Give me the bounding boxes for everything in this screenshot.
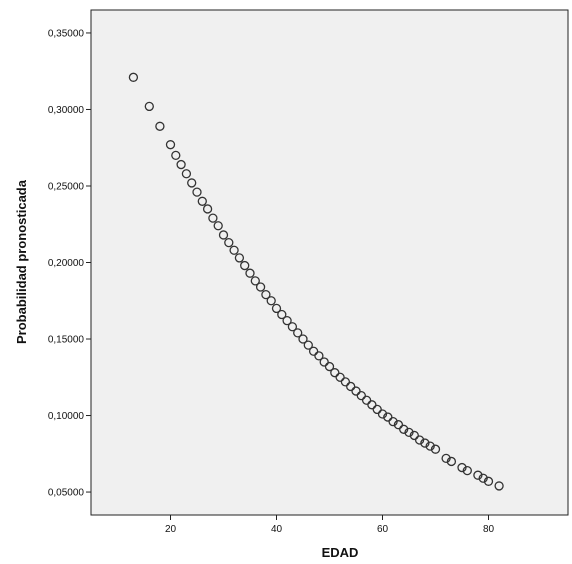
x-tick-label: 80	[483, 524, 495, 535]
data-point	[446, 456, 457, 467]
y-tick-label: 0,35000	[48, 28, 85, 39]
data-point	[303, 340, 313, 350]
data-point	[308, 346, 319, 356]
data-point	[494, 481, 504, 491]
data-point	[282, 316, 292, 326]
data-point	[187, 178, 197, 188]
plot-area	[90, 9, 569, 516]
y-tick-label: 0,10000	[48, 411, 85, 422]
y-axis: 0,05000 0,10000 0,15000 0,20000 0,25000 0,300…	[48, 28, 91, 499]
data-point	[218, 230, 229, 240]
y-tick-label: 0,20000	[48, 258, 85, 269]
data-point	[271, 303, 282, 314]
x-axis-title: EDAD	[322, 545, 359, 560]
data-point	[176, 159, 186, 170]
data-point	[420, 438, 430, 448]
y-tick-label: 0,05000	[48, 488, 85, 499]
data-point	[208, 213, 218, 223]
data-point	[128, 72, 139, 82]
data-point	[319, 357, 329, 367]
data-point	[324, 361, 335, 372]
data-point	[224, 237, 234, 248]
data-point	[356, 390, 366, 401]
data-point	[399, 424, 409, 434]
y-tick-label: 0,25000	[48, 181, 85, 192]
data-point	[213, 221, 223, 231]
data-point	[425, 441, 435, 451]
data-point	[478, 473, 488, 483]
data-point	[361, 395, 372, 405]
data-point	[314, 351, 324, 361]
data-point	[155, 121, 165, 131]
data-point	[229, 245, 239, 255]
data-point	[250, 276, 260, 286]
data-point	[171, 150, 181, 161]
data-point	[240, 260, 250, 271]
data-point	[197, 196, 207, 206]
data-point	[298, 334, 308, 344]
data-point	[377, 409, 388, 419]
data-point	[261, 289, 271, 300]
data-point	[245, 268, 255, 278]
data-point	[393, 420, 404, 430]
data-point	[457, 462, 467, 473]
data-points	[128, 72, 504, 491]
data-point	[340, 377, 351, 387]
y-axis-title: Probabilidad pronosticada	[14, 179, 29, 344]
x-tick-label: 20	[165, 524, 177, 535]
data-point	[287, 322, 298, 332]
data-point	[165, 140, 176, 150]
data-point	[414, 435, 425, 445]
data-point	[266, 296, 276, 306]
data-point	[473, 470, 483, 480]
data-point	[367, 400, 377, 410]
x-tick-label: 60	[377, 524, 389, 535]
data-point	[277, 309, 287, 320]
y-tick-label: 0,30000	[48, 105, 85, 116]
data-point	[335, 372, 345, 382]
data-point	[293, 328, 303, 338]
x-axis: 20 40 60 80	[165, 515, 495, 535]
data-point	[351, 386, 361, 396]
data-point	[409, 430, 419, 441]
data-point	[388, 417, 398, 427]
data-point	[441, 453, 451, 464]
data-point	[192, 187, 202, 197]
data-point	[181, 169, 192, 179]
data-point	[346, 381, 356, 392]
data-point	[330, 368, 340, 378]
data-point	[483, 476, 494, 486]
data-point	[404, 427, 414, 438]
data-point	[144, 101, 154, 112]
data-point	[383, 412, 393, 422]
x-tick-label: 40	[271, 524, 283, 535]
data-point	[202, 204, 213, 214]
y-tick-label: 0,15000	[48, 335, 85, 346]
data-point	[462, 465, 472, 476]
data-point	[234, 253, 245, 263]
data-point	[372, 404, 382, 415]
data-point	[430, 444, 441, 454]
data-point	[255, 282, 266, 292]
